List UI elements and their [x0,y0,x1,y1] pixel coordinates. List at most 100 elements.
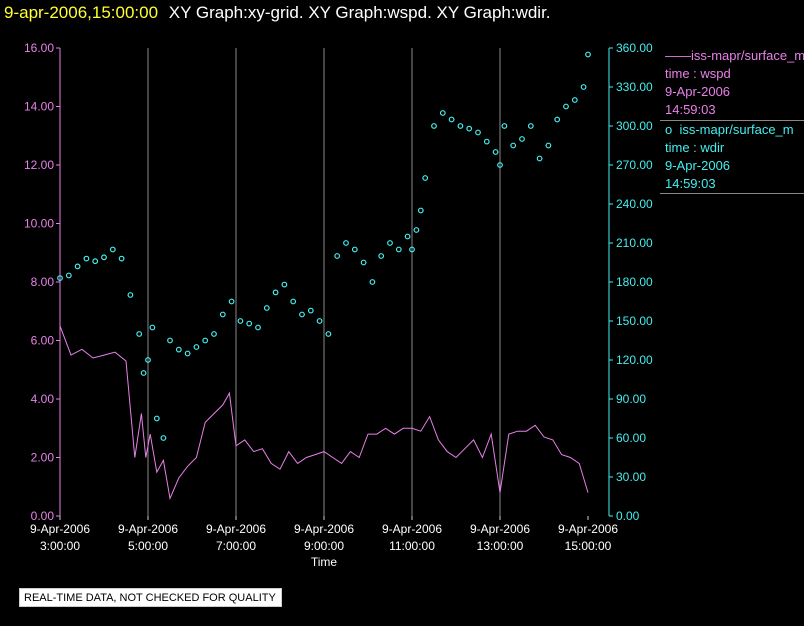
wdir-point [219,311,226,318]
wdir-point [263,305,270,311]
right-tick-label: 30.00 [616,470,646,484]
left-tick-label: 10.00 [24,217,54,231]
wdir-point [334,253,341,259]
legend-wspd-field: time : wspd [665,66,731,81]
legend-wdir-time: 14:59:03 [665,176,716,191]
wspd-line [59,325,589,501]
wdir-point [136,331,143,337]
wdir-point [351,246,358,253]
title-graph-list: XY Graph:xy-grid. XY Graph:wspd. XY Grap… [168,3,551,22]
wdir-point [325,331,332,337]
wdir-point [281,281,288,288]
wdir-point [422,175,429,181]
x-tick-label-time: 15:00:00 [565,539,612,553]
right-tick-label: 180.00 [616,275,653,289]
wdir-point [483,138,490,145]
right-tick-label: 120.00 [616,353,653,367]
x-tick-label-date: 9-Apr-2006 [382,522,442,536]
right-tick-label: 0.00 [616,509,640,523]
wdir-point [145,357,151,363]
wdir-point [536,155,543,162]
legend-wdir-label: o iss-mapr/surface_m [665,122,794,137]
left-tick-label: 8.00 [31,275,55,289]
legend-wspd-label: ——iss-mapr/surface_m [665,48,804,63]
quality-notice: REAL-TIME DATA, NOT CHECKED FOR QUALITY [19,588,282,607]
wdir-point [519,136,525,142]
wdir-point [417,207,424,214]
right-tick-label: 60.00 [616,431,646,445]
title-timestamp: 9-apr-2006,15:00:00 [4,3,159,22]
x-tick-label-time: 7:00:00 [216,539,256,553]
vertical-grid [147,48,501,516]
x-tick-label-time: 9:00:00 [304,539,344,553]
x-tick-label-date: 9-Apr-2006 [118,522,178,536]
right-tick-label: 360.00 [616,41,653,55]
wdir-point [571,97,578,103]
wdir-point [74,263,81,270]
wdir-point [92,258,99,265]
wdir-point [228,298,235,305]
wdir-point [149,324,156,331]
wdir-point [127,292,134,298]
tick-labels: 9-Apr-2006 3:00:00 9-Apr-2006 5:00:00 9-Apr-… [24,41,653,569]
wdir-point [246,320,253,327]
wdir-point [413,227,420,233]
wdir-point [554,116,561,123]
wdir-point [387,240,393,246]
wdir-point [290,298,297,305]
wdir-point [409,246,415,253]
wdir-point [404,233,411,240]
wdir-point [237,318,244,324]
legend-wspd-date: 9-Apr-2006 [665,84,731,99]
wdir-series [57,51,591,441]
wdir-point [501,123,508,129]
wdir-point [316,318,323,324]
legend-divider [660,120,804,121]
wdir-point [184,350,191,357]
left-tick-label: 0.00 [31,509,55,523]
wdir-point [65,272,72,279]
wdir-point [153,415,160,422]
wdir-point [395,246,402,253]
right-tick-label: 210.00 [616,236,653,250]
wdir-point [448,116,455,123]
x-tick-label-time: 3:00:00 [40,539,80,553]
wdir-point [118,255,125,262]
legend-wdir-date: 9-Apr-2006 [665,158,731,173]
wdir-point [167,337,173,344]
axes [56,47,613,520]
legend-entry-wdir: o iss-mapr/surface_m time : wdir 9-Apr-2… [665,121,804,193]
legend-wspd-time: 14:59:03 [665,102,716,117]
x-tick-label-date: 9-Apr-2006 [470,522,530,536]
wdir-point [431,123,437,129]
wdir-point [585,51,591,58]
wdir-point [299,311,305,318]
x-tick-label-time: 13:00:00 [477,539,524,553]
x-tick-label-date: 9-Apr-2006 [558,522,618,536]
wdir-point [369,279,376,285]
legend-entry-wspd: ——iss-mapr/surface_m time : wspd 9-Apr-2… [665,47,804,119]
wdir-point [343,240,349,246]
left-tick-label: 12.00 [24,158,54,172]
wdir-point [580,84,587,90]
wdir-point [255,324,261,331]
wdir-point [492,149,499,155]
x-tick-label-date: 9-Apr-2006 [294,522,354,536]
right-tick-label: 300.00 [616,119,653,133]
right-tick-label: 150.00 [616,314,653,328]
wdir-point [193,344,200,350]
right-tick-label: 330.00 [616,80,653,94]
window-title: 9-apr-2006,15:00:00 XY Graph:xy-grid. XY… [4,3,551,23]
right-tick-label: 240.00 [616,197,653,211]
wdir-point [545,142,552,149]
wdir-point [360,259,367,266]
left-tick-label: 14.00 [24,100,54,114]
wdir-point [109,246,116,253]
wdir-point [563,103,569,110]
wdir-point [378,253,385,259]
wspd-series [59,325,589,501]
left-tick-label: 6.00 [31,334,55,348]
x-tick-label-time: 11:00:00 [389,539,435,553]
wdir-point [439,110,446,116]
